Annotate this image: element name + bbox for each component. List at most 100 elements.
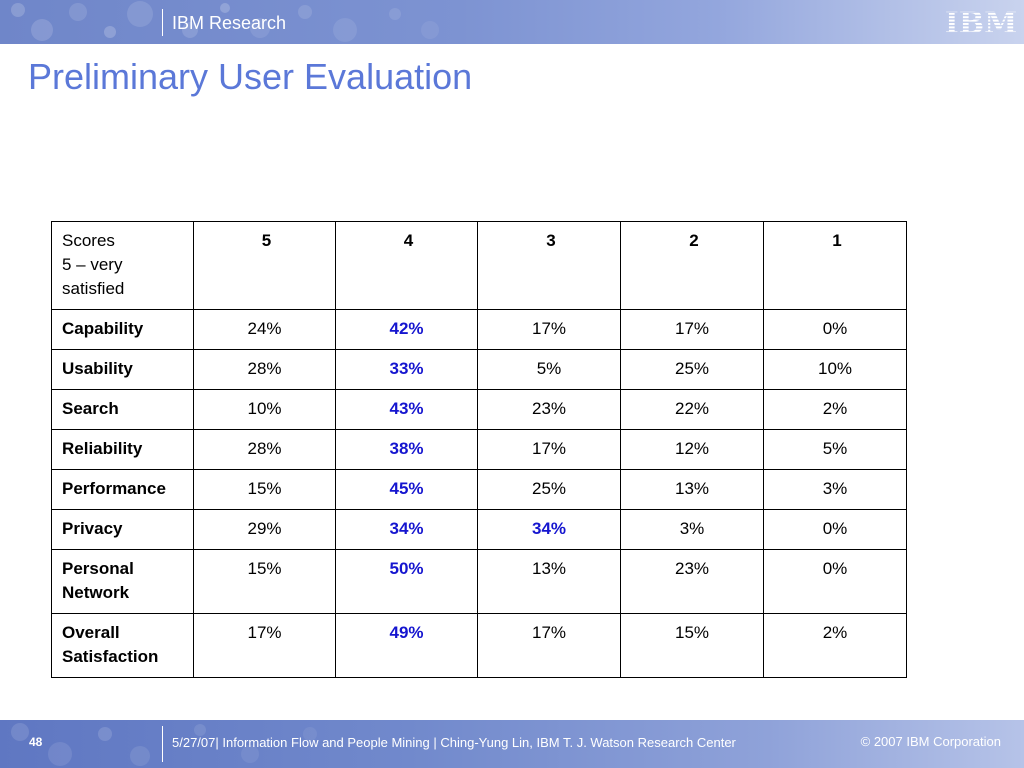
- value-text: 10%: [247, 399, 282, 418]
- cell-text-line: Scores: [62, 231, 115, 250]
- value-text: 34%: [531, 519, 567, 538]
- value-text: 38%: [389, 439, 424, 458]
- ibm-logo: IBM: [945, 6, 1017, 36]
- value-text: 43%: [389, 399, 424, 418]
- value-text: 13%: [674, 479, 710, 498]
- value-cell: 17%: [477, 613, 621, 678]
- value-text: 15%: [247, 479, 282, 498]
- cell-text-line: Network: [62, 583, 130, 602]
- value-text: 42%: [389, 319, 424, 338]
- row-label: Usability: [51, 349, 194, 390]
- row-label: Reliability: [51, 429, 194, 470]
- value-cell: 13%: [477, 549, 621, 614]
- value-cell: 17%: [477, 309, 621, 350]
- value-cell: 3%: [763, 469, 907, 510]
- value-cell: 0%: [763, 509, 907, 550]
- value-text: 5%: [536, 359, 562, 378]
- value-cell: 10%: [193, 389, 336, 430]
- value-text: 28%: [247, 439, 282, 458]
- value-text: 49%: [389, 623, 424, 642]
- value-cell: 25%: [477, 469, 621, 510]
- value-cell: 34%: [477, 509, 621, 550]
- value-cell: 2%: [763, 613, 907, 678]
- row-label: Overall Satisfaction: [51, 613, 194, 678]
- value-cell: 0%: [763, 549, 907, 614]
- cell-text-line: Personal: [62, 559, 134, 578]
- value-text: 29%: [247, 519, 282, 538]
- value-text: 24%: [247, 319, 282, 338]
- value-cell: 13%: [620, 469, 764, 510]
- value-text: 28%: [247, 359, 282, 378]
- value-text: 50%: [389, 559, 424, 578]
- table-row: Reliability 28% 38% 17% 12% 5%: [51, 429, 907, 470]
- table-row: Overall Satisfaction 17% 49% 17% 15% 2%: [51, 613, 907, 678]
- page-title: Preliminary User Evaluation: [28, 56, 473, 97]
- row-label: Performance: [51, 469, 194, 510]
- value-text: 17%: [531, 439, 567, 458]
- table-row: Usability 28% 33% 5% 25% 10%: [51, 349, 907, 390]
- value-cell: 15%: [193, 469, 336, 510]
- value-text: 3%: [679, 519, 705, 538]
- value-text: 13%: [531, 559, 567, 578]
- table-row: Privacy 29% 34% 34% 3% 0%: [51, 509, 907, 550]
- score-header-1: 1: [763, 221, 907, 310]
- footer-band: 48 5/27/07| Information Flow and People …: [0, 720, 1024, 768]
- value-text: 3%: [822, 479, 848, 498]
- value-text: 25%: [531, 479, 567, 498]
- value-text: 15%: [247, 559, 282, 578]
- value-text: 34%: [389, 519, 424, 538]
- cell-text-line: Performance: [62, 479, 166, 498]
- row-label: Personal Network: [51, 549, 194, 614]
- table-row: Performance 15% 45% 25% 13% 3%: [51, 469, 907, 510]
- value-text: 17%: [247, 623, 282, 642]
- value-text: 23%: [674, 559, 710, 578]
- row-label: Capability: [51, 309, 194, 350]
- copyright: © 2007 IBM Corporation: [860, 734, 1001, 749]
- score-header-2: 2: [620, 221, 764, 310]
- value-cell: 49%: [335, 613, 478, 678]
- score-header-5: 5: [193, 221, 336, 310]
- value-cell: 29%: [193, 509, 336, 550]
- svg-text:IBM: IBM: [945, 6, 1017, 36]
- value-cell: 43%: [335, 389, 478, 430]
- table-row: Capability 24% 42% 17% 17% 0%: [51, 309, 907, 350]
- value-cell: 22%: [620, 389, 764, 430]
- value-cell: 17%: [193, 613, 336, 678]
- value-text: 17%: [674, 319, 710, 338]
- value-cell: 38%: [335, 429, 478, 470]
- value-cell: 17%: [620, 309, 764, 350]
- score-header-3: 3: [477, 221, 621, 310]
- value-cell: 34%: [335, 509, 478, 550]
- header-divider: [162, 9, 163, 36]
- value-cell: 12%: [620, 429, 764, 470]
- value-cell: 50%: [335, 549, 478, 614]
- value-text: 2%: [822, 623, 848, 642]
- cell-text-line: Usability: [62, 359, 133, 378]
- value-text: 17%: [531, 319, 567, 338]
- cell-text-line: Overall: [62, 623, 120, 642]
- value-text: 15%: [674, 623, 710, 642]
- value-text: 10%: [817, 359, 853, 378]
- cell-text-line: Reliability: [62, 439, 143, 458]
- cell-text-line: satisfied: [62, 279, 125, 298]
- table-row: Search 10% 43% 23% 22% 2%: [51, 389, 907, 430]
- evaluation-table: Scores 5 – very satisfied 5 4 3 2 1 Capability 24…: [51, 221, 907, 678]
- value-cell: 17%: [477, 429, 621, 470]
- value-text: 17%: [531, 623, 567, 642]
- table-header-row: Scores 5 – very satisfied 5 4 3 2 1: [51, 221, 907, 310]
- value-cell: 15%: [620, 613, 764, 678]
- value-text: 23%: [531, 399, 567, 418]
- value-text: 5%: [822, 439, 848, 458]
- value-text: 45%: [389, 479, 424, 498]
- row-label: Privacy: [51, 509, 194, 550]
- value-text: 0%: [822, 559, 848, 578]
- cell-text-line: Privacy: [62, 519, 123, 538]
- cell-text-line: Capability: [62, 319, 144, 338]
- value-cell: 28%: [193, 429, 336, 470]
- value-cell: 45%: [335, 469, 478, 510]
- row-label: Search: [51, 389, 194, 430]
- value-cell: 10%: [763, 349, 907, 390]
- value-cell: 0%: [763, 309, 907, 350]
- value-cell: 33%: [335, 349, 478, 390]
- cell-text-line: Satisfaction: [62, 647, 159, 666]
